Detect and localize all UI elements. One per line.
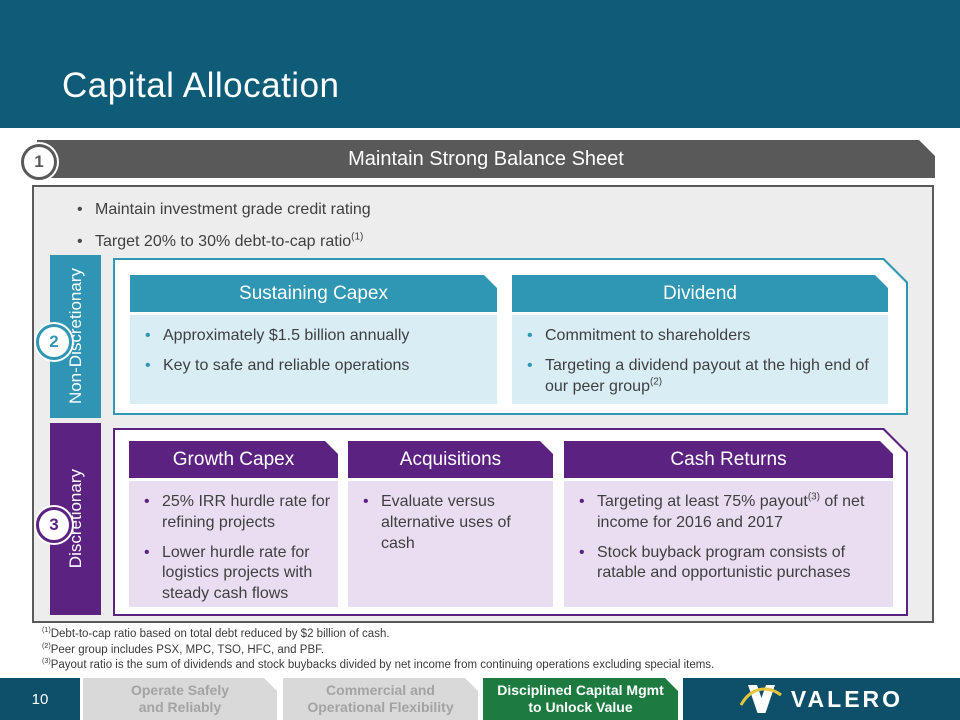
bullet-item: Lower hurdle rate for logistics projects…	[141, 543, 332, 605]
bullet-item: Approximately $1.5 billion annually	[142, 326, 491, 347]
bullet-sup: (2)	[649, 376, 663, 388]
footnote-text: Payout ratio is the sum of dividends and…	[50, 659, 715, 671]
footer-tab-label-line1: Operate Safely	[130, 682, 230, 698]
bullet-text-cont: of net income for 2016 and 2017	[597, 493, 865, 531]
bullet-text: Evaluate versus alternative uses of cash	[381, 493, 511, 552]
valero-wordmark: VALERO	[790, 685, 904, 712]
dividend-body: Commitment to shareholders Targeting a d…	[512, 315, 888, 404]
cash-returns-body: Targeting at least 75% payout(3) of net …	[564, 481, 893, 607]
slide-header-band: Capital Allocation	[0, 0, 960, 128]
dividend-header: Dividend	[512, 275, 888, 312]
footer-tab-label-line1: Commercial and	[326, 682, 435, 698]
acquisitions-body: Evaluate versus alternative uses of cash	[348, 481, 553, 607]
bullet-item: Targeting a dividend payout at the high …	[524, 356, 882, 398]
cash-returns-header: Cash Returns	[564, 441, 893, 478]
page-number: 10	[31, 690, 49, 708]
bullet-text: Maintain investment grade credit rating	[95, 201, 371, 218]
page-number-box: 10	[0, 678, 80, 720]
balance-bullet-list: Maintain investment grade credit rating …	[74, 200, 371, 264]
bullet-item: Evaluate versus alternative uses of cash	[360, 492, 547, 554]
bullet-sup: (3)	[807, 491, 820, 503]
sustaining-capex-bullet-list: Approximately $1.5 billion annually Key …	[142, 326, 491, 377]
footnote-sup: (2)	[42, 641, 51, 650]
bullet-item: 25% IRR hurdle rate for refining project…	[141, 492, 332, 534]
footnote-sup: (1)	[42, 626, 51, 635]
footer-tab-label-line1: Disciplined Capital Mgmt	[497, 682, 664, 698]
footnote-sup: (3)	[42, 657, 51, 666]
bullet-text: Targeting a dividend payout at the high …	[545, 356, 869, 395]
bullet-text: Targeting at least 75% payout	[597, 493, 808, 510]
valero-logo-box: VALERO	[683, 678, 960, 720]
bullet-item: Maintain investment grade credit rating	[74, 200, 371, 221]
acquisitions-header: Acquisitions	[348, 441, 553, 478]
bullet-text: Key to safe and reliable operations	[163, 356, 410, 374]
acquisitions-bullet-list: Evaluate versus alternative uses of cash	[360, 492, 547, 554]
bullet-item: Target 20% to 30% debt-to-cap ratio(1)	[74, 232, 371, 253]
page-title: Capital Allocation	[62, 66, 340, 105]
footnotes: (1)Debt-to-cap ratio based on total debt…	[42, 627, 714, 674]
bullet-text: Commitment to shareholders	[545, 327, 751, 344]
sustaining-capex-body: Approximately $1.5 billion annually Key …	[130, 315, 497, 404]
footer-tab-commercial-flexibility: Commercial and Operational Flexibility	[283, 678, 478, 720]
cash-returns-bullet-list: Targeting at least 75% payout(3) of net …	[576, 492, 887, 584]
bullet-text: Target 20% to 30% debt-to-cap ratio	[95, 232, 352, 250]
bullet-text: 25% IRR hurdle rate for refining project…	[162, 493, 331, 531]
bullet-item: Commitment to shareholders	[524, 326, 882, 347]
bullet-sup: (1)	[351, 231, 364, 243]
section-3-badge: 3	[36, 507, 72, 543]
footnote-2: (2)Peer group includes PSX, MPC, TSO, HF…	[42, 641, 714, 659]
bullet-text: Lower hurdle rate for logistics projects…	[162, 543, 313, 603]
valero-v-icon	[739, 685, 782, 713]
footnote-3: (3)Payout ratio is the sum of dividends …	[42, 658, 714, 674]
footnote-1: (1)Debt-to-cap ratio based on total debt…	[42, 627, 714, 643]
bullet-item: Targeting at least 75% payout(3) of net …	[576, 492, 887, 534]
footer-tab-disciplined-capital-active: Disciplined Capital Mgmt to Unlock Value	[483, 678, 678, 720]
bullet-item: Stock buyback program consists of ratabl…	[576, 543, 887, 585]
footer-tab-operate-safely: Operate Safely and Reliably	[83, 678, 277, 720]
growth-capex-body: 25% IRR hurdle rate for refining project…	[129, 481, 338, 607]
footer-tab-label-line2: to Unlock Value	[528, 699, 633, 715]
section-1-badge: 1	[21, 144, 57, 180]
growth-capex-header: Growth Capex	[129, 441, 338, 478]
section-1-header-bar: Maintain Strong Balance Sheet	[37, 140, 935, 178]
bullet-text: Approximately $1.5 billion annually	[163, 327, 410, 344]
bullet-item: Key to safe and reliable operations	[142, 356, 491, 377]
footnote-text: Peer group includes PSX, MPC, TSO, HFC, …	[50, 643, 325, 656]
section-1-title: Maintain Strong Balance Sheet	[348, 147, 624, 170]
sustaining-capex-header: Sustaining Capex	[130, 275, 497, 312]
footer-tab-label-line2: and Reliably	[138, 699, 222, 715]
section-2-badge: 2	[36, 324, 72, 360]
bullet-text: Stock buyback program consists of ratabl…	[597, 543, 851, 582]
footer-tab-label-line2: Operational Flexibility	[307, 699, 454, 715]
dividend-bullet-list: Commitment to shareholders Targeting a d…	[524, 326, 882, 397]
footnote-text: Debt-to-cap ratio based on total debt re…	[50, 628, 390, 640]
growth-capex-bullet-list: 25% IRR hurdle rate for refining project…	[141, 492, 332, 605]
